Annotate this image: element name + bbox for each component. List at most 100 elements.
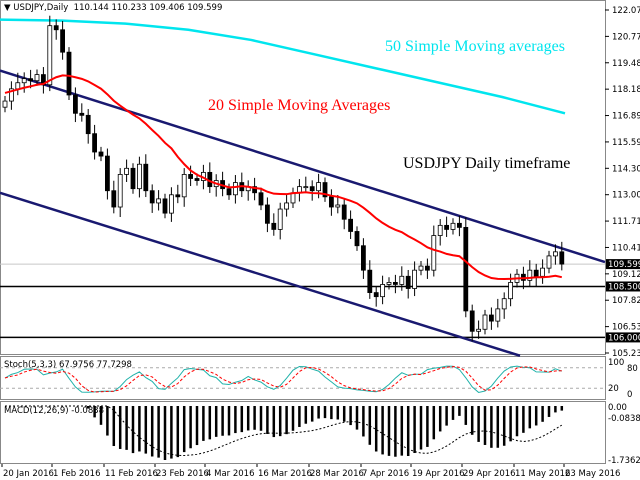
date-label: 16 Mar 2016 <box>258 469 312 479</box>
candle-body <box>322 182 328 198</box>
candle-body <box>277 208 283 230</box>
macd-tick-label: -0.0838 <box>608 414 640 424</box>
sma20-annotation: 20 Simple Moving Averages <box>208 97 391 114</box>
candle-body <box>143 163 149 192</box>
candle-body <box>92 133 97 153</box>
date-label: 11 May 2016 <box>515 469 570 479</box>
stoch-panel-frame <box>0 356 606 400</box>
date-label: 19 Apr 2016 <box>412 469 465 479</box>
candle-body <box>508 282 514 300</box>
candle-body <box>156 198 162 204</box>
candle-body <box>354 231 360 247</box>
date-label: 1 Feb 2016 <box>53 469 101 479</box>
price-tick-label: 115.595 <box>612 138 640 148</box>
candle-body <box>527 269 533 281</box>
date-label: 29 Apr 2016 <box>463 469 516 479</box>
price-tick-label: 107.825 <box>612 296 640 306</box>
date-label: 23 Feb 2016 <box>156 469 209 479</box>
candle-body <box>98 151 104 157</box>
candle-body <box>559 251 565 265</box>
candle-body <box>111 190 117 208</box>
channel-upper-line <box>0 69 606 264</box>
stoch-signal-line <box>4 366 562 393</box>
timeframe-annotation: USDJPY Daily timeframe <box>403 155 571 172</box>
price-tick-label: 118.185 <box>612 85 640 95</box>
candle-body <box>482 314 488 330</box>
level-badge <box>606 332 640 343</box>
candle-body <box>476 328 482 332</box>
candle-body <box>360 245 366 271</box>
macd-signal-line <box>5 405 563 457</box>
candle-body <box>34 74 40 82</box>
candle-body <box>456 222 462 228</box>
candle-body <box>431 235 437 271</box>
candle-body <box>367 269 373 293</box>
candle-body <box>380 284 386 298</box>
candle-body <box>399 275 405 285</box>
candle-body <box>226 188 232 196</box>
candle-body <box>232 182 238 196</box>
candle-body <box>181 174 187 198</box>
candle-body <box>136 163 142 190</box>
stoch-tick-label: 80 <box>627 364 638 374</box>
candle-body <box>412 269 418 289</box>
level-label: 108.500 <box>608 282 640 292</box>
candle-body <box>309 186 315 192</box>
candle-body <box>252 186 258 194</box>
candle-body <box>546 255 552 269</box>
candle-body <box>188 174 194 179</box>
channel-lower-line <box>0 191 521 357</box>
candle-body <box>271 222 277 230</box>
price-tick-label: 105.235 <box>612 349 640 359</box>
candle-body <box>488 314 494 322</box>
candle-body <box>162 198 168 214</box>
candle-body <box>15 82 21 90</box>
symbol-label: USDJPY,Daily <box>13 3 69 13</box>
ohlc-values: 110.144 110.233 109.406 109.599 <box>73 3 223 13</box>
candle-body <box>348 218 354 232</box>
candle-body <box>284 202 290 210</box>
candle-body <box>130 167 136 190</box>
main-panel-frame <box>0 0 606 355</box>
candle-body <box>2 100 8 108</box>
candle-body <box>450 222 456 230</box>
candle-body <box>533 269 539 277</box>
candle-body <box>373 292 379 298</box>
date-label: 7 Apr 2016 <box>362 469 409 479</box>
level-badge <box>606 281 640 292</box>
candle-body <box>405 275 411 289</box>
candle-body <box>105 155 110 192</box>
date-label: 20 Jan 2016 <box>3 469 54 479</box>
candle-body <box>424 265 430 271</box>
current-price-badge <box>606 259 640 270</box>
stoch-tick-label: 100 <box>608 358 624 368</box>
sma50-annotation: 50 Simple Moving averages <box>385 38 565 55</box>
current-price-label: 109.599 <box>608 260 640 270</box>
candle-body <box>60 29 65 53</box>
candle-body <box>73 94 78 114</box>
date-label: 28 Mar 2016 <box>310 469 364 479</box>
candle-body <box>79 112 85 116</box>
macd-panel-frame <box>0 401 606 464</box>
candle-body <box>392 282 398 285</box>
candle-body <box>328 196 334 208</box>
candle-body <box>540 267 545 277</box>
candle-body <box>175 194 181 198</box>
candle-body <box>53 25 59 31</box>
candle-body <box>335 204 341 208</box>
candle-body <box>149 190 155 204</box>
price-tick-label: 120.775 <box>612 32 640 42</box>
price-tick-label: 106.530 <box>612 323 640 333</box>
chart-title: ▼ USDJPY,Daily 110.144 110.233 109.406 1… <box>4 3 223 13</box>
candle-body <box>463 226 469 312</box>
candle-body <box>258 192 264 206</box>
sma50-line <box>0 18 566 115</box>
level-label: 106.000 <box>608 333 640 343</box>
macd-tick-label: -1.7362 <box>608 456 640 466</box>
candle-body <box>469 310 475 332</box>
date-label: 23 May 2016 <box>565 469 620 479</box>
price-tick-label: 110.415 <box>612 243 640 253</box>
candle-body <box>418 265 424 271</box>
